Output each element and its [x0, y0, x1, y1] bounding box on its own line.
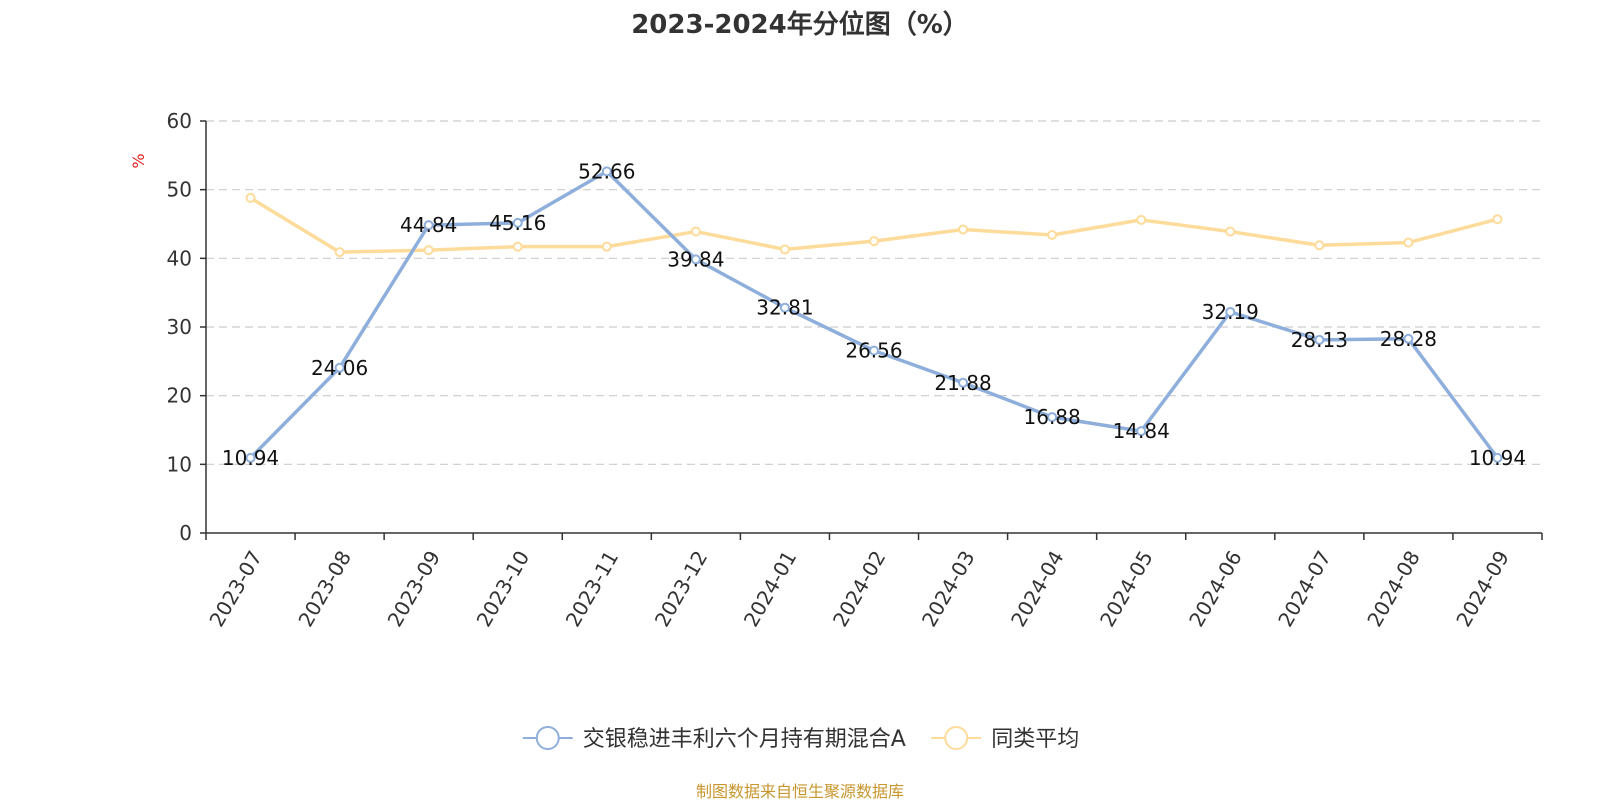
data-label: 10.94 — [222, 446, 279, 470]
data-point — [958, 224, 969, 235]
y-tick-label: 10 — [167, 452, 192, 476]
y-axis-unit: % — [129, 153, 148, 168]
data-point — [779, 244, 790, 255]
x-tick-label: 2024-04 — [1006, 547, 1069, 631]
x-tick-label: 2024-07 — [1273, 547, 1336, 631]
chart-title: 2023-2024年分位图（%） — [631, 10, 969, 40]
data-point — [1314, 334, 1325, 345]
data-point — [1047, 412, 1058, 423]
x-tick-label: 2023-12 — [650, 547, 713, 631]
data-point — [512, 241, 523, 252]
data-label: 39.84 — [667, 247, 724, 271]
data-point — [423, 245, 434, 256]
data-label: 32.19 — [1202, 300, 1259, 324]
data-point — [245, 192, 256, 203]
x-tick-label: 2023-10 — [472, 547, 535, 631]
data-point — [958, 377, 969, 388]
x-tick-label: 2023-11 — [561, 547, 624, 631]
legend-label: 同类平均 — [991, 727, 1079, 752]
data-point — [601, 241, 612, 252]
data-point — [1225, 306, 1236, 317]
data-point — [1314, 240, 1325, 251]
data-point — [1492, 452, 1503, 463]
y-tick-label: 60 — [167, 109, 192, 133]
legend-marker — [944, 726, 969, 750]
x-tick-label: 2024-09 — [1451, 547, 1514, 631]
x-tick-label: 2024-01 — [739, 547, 802, 631]
x-tick-label: 2023-09 — [383, 547, 446, 631]
data-point — [423, 220, 434, 231]
data-label: 16.88 — [1024, 405, 1081, 429]
data-label: 24.06 — [311, 356, 368, 380]
data-point — [334, 362, 345, 373]
data-label: 28.13 — [1291, 328, 1348, 352]
data-point — [869, 345, 879, 356]
data-point — [512, 217, 523, 228]
x-tick-label: 2024-05 — [1095, 547, 1158, 631]
x-tick-label: 2023-07 — [204, 547, 267, 631]
data-point — [1492, 214, 1503, 225]
legend-label: 交银稳进丰利六个月持有期混合A — [583, 727, 906, 752]
x-tick-label: 2024-08 — [1362, 547, 1425, 631]
data-point — [690, 226, 701, 237]
data-point — [1225, 226, 1236, 237]
y-tick-label: 30 — [167, 315, 192, 339]
data-point — [690, 254, 701, 265]
x-tick-label: 2024-02 — [828, 547, 891, 631]
data-label: 52.66 — [578, 159, 635, 183]
legend[interactable]: 交银稳进丰利六个月持有期混合A 同类平均 — [522, 726, 1080, 752]
data-point — [779, 302, 790, 313]
y-tick-label: 0 — [179, 521, 192, 545]
y-tick-label: 20 — [167, 384, 192, 408]
grid-lines — [206, 120, 1542, 465]
data-point — [245, 452, 256, 463]
data-point — [601, 166, 612, 177]
source-note: 制图数据来自恒生聚源数据库 — [695, 782, 904, 801]
axes: 0 10 20 30 40 50 60 2023-07 2023-08 2023-09 2023-1… — [167, 109, 1543, 631]
data-point — [1403, 333, 1414, 344]
x-tick-label: 2024-06 — [1184, 547, 1247, 631]
data-label: 32.81 — [756, 296, 813, 320]
data-label: 10.94 — [1469, 446, 1526, 470]
legend-marker — [535, 726, 560, 750]
data-point — [334, 247, 345, 258]
data-point — [1136, 214, 1147, 225]
legend-item[interactable]: 同类平均 — [931, 726, 1079, 752]
data-point — [1403, 237, 1414, 248]
data-point — [869, 236, 879, 247]
data-label: 14.84 — [1113, 419, 1170, 443]
data-label: 44.84 — [400, 213, 457, 237]
series-layer: 10.94 24.06 44.84 45.16 52.66 39.84 32.81 26.56… — [222, 159, 1526, 469]
data-point — [1136, 426, 1147, 437]
data-point — [1047, 229, 1058, 240]
y-tick-label: 50 — [167, 178, 192, 202]
data-label: 26.56 — [845, 339, 902, 363]
data-label: 45.16 — [489, 211, 546, 235]
x-tick-label: 2024-03 — [917, 547, 980, 631]
x-tick-label: 2023-08 — [293, 547, 356, 631]
data-label: 28.28 — [1380, 327, 1437, 351]
data-label: 21.88 — [934, 371, 991, 395]
legend-item[interactable]: 交银稳进丰利六个月持有期混合A — [522, 726, 906, 752]
y-tick-label: 40 — [167, 246, 192, 270]
